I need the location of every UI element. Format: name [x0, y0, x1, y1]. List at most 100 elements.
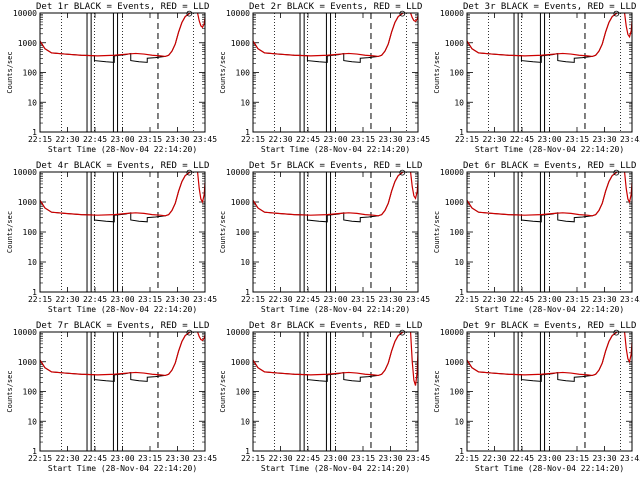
y-tick-label: 10 — [454, 258, 464, 267]
panel-det-1: Det 1r BLACK = Events, RED = LLD Counts/s… — [6, 2, 217, 154]
x-tick-label: 22:45 — [83, 295, 107, 304]
series-lld-dip — [623, 12, 633, 39]
x-tick-label: 23:15 — [565, 454, 589, 463]
x-tick-label: 23:30 — [165, 295, 189, 304]
y-tick-label: 100 — [23, 69, 38, 78]
series-lld-dip — [197, 331, 206, 342]
y-tick-label: 100 — [236, 228, 251, 237]
x-tick-label: 23:15 — [351, 295, 375, 304]
x-tick-label: 22:45 — [510, 295, 534, 304]
series-lld-dip — [623, 171, 633, 204]
y-tick-label: 1 — [459, 288, 464, 297]
x-tick-label: 23:15 — [565, 295, 589, 304]
panel-title: Det 8r BLACK = Events, RED = LLD — [249, 321, 422, 331]
x-tick-label: 23:30 — [592, 454, 616, 463]
y-tick-label: 10 — [27, 258, 37, 267]
series-lld-dip — [410, 12, 419, 23]
series-lld-dip — [409, 171, 419, 200]
x-tick-label: 23:00 — [323, 295, 347, 304]
panel-det-2: Det 2r BLACK = Events, RED = LLD Counts/s… — [219, 2, 430, 154]
x-tick-label: 22:30 — [268, 454, 292, 463]
panel-det-5: Det 5r BLACK = Events, RED = LLD Counts/s… — [219, 161, 430, 314]
x-tick-label: 23:00 — [537, 135, 561, 144]
x-tick-label: 22:15 — [455, 454, 479, 463]
y-tick-label: 10000 — [440, 9, 464, 18]
saturation-marker — [399, 169, 406, 176]
plot-frame — [252, 171, 419, 293]
panel-det-4: Det 4r BLACK = Events, RED = LLD Counts/s… — [6, 161, 217, 314]
panel-title: Det 5r BLACK = Events, RED = LLD — [249, 161, 422, 171]
y-tick-label: 1000 — [18, 198, 37, 207]
y-tick-label: 1000 — [445, 39, 464, 48]
x-tick-label: 23:30 — [378, 454, 402, 463]
x-tick-label: 23:45 — [193, 135, 217, 144]
y-axis-label: Counts/sec — [6, 370, 14, 412]
y-tick-label: 1000 — [231, 198, 250, 207]
x-tick-label: 22:30 — [482, 454, 506, 463]
y-tick-label: 10 — [454, 417, 464, 426]
panel-title: Det 4r BLACK = Events, RED = LLD — [36, 161, 209, 171]
saturation-marker — [613, 10, 620, 17]
x-tick-label: 22:30 — [268, 295, 292, 304]
panel-title: Det 2r BLACK = Events, RED = LLD — [249, 2, 422, 12]
y-tick-label: 1 — [459, 128, 464, 137]
plot-frame — [466, 171, 633, 293]
x-tick-label: 22:15 — [28, 135, 52, 144]
y-tick-label: 10 — [27, 417, 37, 426]
y-axis-label: Counts/sec — [433, 370, 441, 412]
series-lld-line — [252, 12, 404, 58]
y-tick-label: 10000 — [226, 328, 250, 337]
y-tick-label: 1 — [459, 447, 464, 456]
x-tick-label: 22:45 — [83, 454, 107, 463]
plot-frame — [252, 12, 419, 133]
y-tick-label: 10000 — [13, 168, 37, 177]
series-lld-line — [466, 331, 618, 377]
x-tick-label: 22:15 — [455, 295, 479, 304]
y-axis-label: Counts/sec — [433, 51, 441, 93]
y-tick-label: 10000 — [226, 9, 250, 18]
x-tick-label: 22:30 — [55, 454, 79, 463]
x-tick-label: 23:00 — [323, 135, 347, 144]
y-tick-label: 1 — [32, 128, 37, 137]
y-tick-label: 100 — [450, 228, 465, 237]
y-tick-label: 1 — [32, 288, 37, 297]
x-tick-label: 22:30 — [268, 135, 292, 144]
panel-det-3: Det 3r BLACK = Events, RED = LLD Counts/s… — [433, 2, 640, 154]
series-lld-line — [39, 331, 191, 377]
x-tick-label: 23:15 — [351, 135, 375, 144]
y-tick-label: 100 — [236, 388, 251, 397]
series-lld-line — [39, 12, 191, 58]
x-tick-label: 23:45 — [620, 454, 640, 463]
x-tick-label: 23:00 — [110, 135, 134, 144]
x-tick-label: 22:15 — [241, 454, 265, 463]
y-tick-label: 10000 — [440, 168, 464, 177]
y-axis-label: Counts/sec — [219, 51, 227, 93]
x-axis-label: Start Time (28-Nov-04 22:14:20) — [261, 464, 410, 473]
x-tick-label: 23:45 — [193, 454, 217, 463]
saturation-marker — [399, 10, 406, 17]
series-lld-line — [39, 171, 191, 217]
y-tick-label: 1 — [245, 288, 250, 297]
x-axis-label: Start Time (28-Nov-04 22:14:20) — [48, 305, 197, 314]
x-tick-label: 23:00 — [110, 295, 134, 304]
panel-title: Det 6r BLACK = Events, RED = LLD — [463, 161, 636, 171]
x-axis-label: Start Time (28-Nov-04 22:14:20) — [475, 305, 624, 314]
x-tick-label: 22:15 — [241, 295, 265, 304]
y-tick-label: 1000 — [445, 198, 464, 207]
series-lld-dip — [196, 12, 206, 29]
panel-title: Det 7r BLACK = Events, RED = LLD — [36, 321, 209, 331]
x-axis-label: Start Time (28-Nov-04 22:14:20) — [48, 464, 197, 473]
x-tick-label: 23:00 — [537, 454, 561, 463]
y-tick-label: 10 — [240, 98, 250, 107]
y-axis-label: Counts/sec — [219, 211, 227, 253]
y-tick-label: 1000 — [445, 358, 464, 367]
x-tick-label: 22:15 — [28, 295, 52, 304]
panel-title: Det 9r BLACK = Events, RED = LLD — [463, 321, 636, 331]
y-tick-label: 100 — [450, 69, 465, 78]
x-axis-label: Start Time (28-Nov-04 22:14:20) — [475, 145, 624, 154]
y-tick-label: 1000 — [18, 358, 37, 367]
x-tick-label: 23:45 — [406, 454, 430, 463]
x-tick-label: 23:45 — [620, 135, 640, 144]
series-lld-dip — [623, 331, 633, 364]
